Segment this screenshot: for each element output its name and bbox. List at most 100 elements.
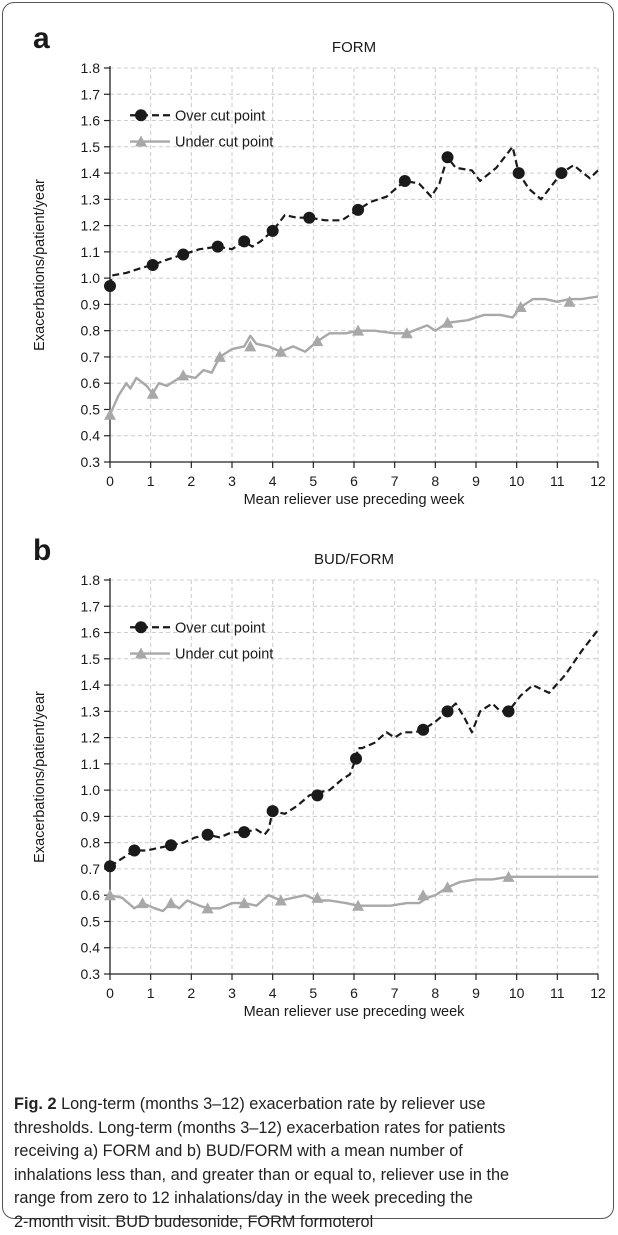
data-point-under (400, 327, 413, 339)
data-point-over (303, 211, 316, 224)
x-tick-label: 11 (550, 985, 565, 1001)
data-point-under (417, 889, 430, 901)
x-tick-label: 1 (147, 473, 155, 489)
data-point-under (104, 889, 116, 901)
y-tick-label: 1.4 (81, 677, 101, 693)
y-tick-label: 1.2 (81, 730, 101, 746)
data-point-over (211, 240, 224, 253)
y-tick-label: 1.8 (81, 572, 101, 588)
grid (109, 67, 599, 463)
y-tick-label: 1.4 (81, 165, 101, 181)
data-point-under (177, 369, 190, 381)
x-tick-label: 7 (391, 985, 399, 1001)
data-point-over (352, 203, 365, 216)
legend-marker-over (135, 109, 147, 122)
figure-caption: Fig. 2 Long-term (months 3–12) exacerbat… (14, 1093, 599, 1235)
x-tick-label: 4 (269, 985, 277, 1001)
x-tick-label: 3 (228, 473, 236, 489)
x-tick-label: 7 (391, 473, 399, 489)
x-tick-label: 8 (431, 473, 439, 489)
data-point-over (104, 860, 116, 873)
data-point-under (213, 350, 226, 362)
y-axis-label: Exacerbations/patient/year (32, 691, 48, 863)
data-point-under (274, 894, 287, 906)
y-tick-label: 0.9 (81, 808, 101, 824)
y-tick-label: 0.8 (81, 835, 101, 851)
chart-form: FORM 0.3 0.4 0.5 0.6 0.7 0.8 0.9 1.0 1.1 1.2 1.3 1.4… (32, 39, 606, 508)
caption-line-4: inhalations less than, and greater than … (14, 1165, 510, 1184)
data-point-over (165, 839, 177, 852)
y-tick-label: 1.3 (81, 191, 101, 207)
y-tick-label: 1.6 (81, 113, 101, 129)
data-point-over (398, 174, 411, 187)
x-tick-label: 2 (187, 985, 195, 1001)
data-point-under (441, 316, 454, 328)
series-line-under-cut-point (108, 295, 599, 416)
y-tick-label: 1.5 (81, 139, 101, 155)
y-tick-label: 0.5 (81, 401, 101, 417)
data-point-under (201, 902, 214, 914)
y-tick-label: 1.6 (81, 625, 101, 641)
data-point-under (563, 295, 576, 307)
x-tick-label: 12 (590, 985, 606, 1001)
data-point-under (352, 899, 365, 911)
data-point-over (201, 828, 214, 841)
chart-title: BUD/FORM (314, 551, 394, 568)
x-tick-label: 1 (147, 985, 155, 1001)
x-tick-label: 5 (309, 473, 317, 489)
data-point-under (502, 870, 515, 882)
caption-line-5: range from zero to 12 inhalations/day in… (14, 1189, 473, 1208)
data-point-over (238, 235, 251, 248)
data-point-under (514, 301, 527, 313)
caption-fig-label: Fig. 2 (14, 1095, 57, 1113)
data-point-over (177, 248, 190, 261)
data-point-under (104, 408, 116, 420)
y-tick-label: 0.3 (81, 966, 101, 982)
data-point-over (502, 705, 515, 718)
data-point-under (441, 881, 454, 893)
y-tick-label: 0.3 (81, 454, 101, 470)
data-point-over (311, 789, 324, 802)
y-tick-label: 1.8 (81, 60, 101, 76)
data-point-under (311, 891, 324, 903)
legend-marker-over (135, 621, 147, 634)
data-point-under (311, 335, 324, 347)
figure-frame (2, 2, 614, 1219)
x-tick-label: 6 (350, 985, 358, 1001)
y-tick-label: 0.7 (81, 861, 101, 877)
caption-line-3: receiving a) FORM and b) BUD/FORM with a… (14, 1142, 463, 1161)
x-tick-label: 10 (509, 985, 525, 1001)
caption-text-1: Long-term (months 3–12) exacerbation rat… (61, 1095, 486, 1113)
x-tick-label: 0 (106, 985, 114, 1001)
data-point-over (128, 844, 141, 857)
data-point-over (266, 224, 279, 237)
data-point-over (146, 259, 159, 271)
y-tick-label: 1.7 (81, 598, 101, 614)
data-point-under (238, 897, 251, 909)
x-tick-label: 5 (309, 985, 317, 1001)
y-tick-label: 0.4 (81, 428, 101, 444)
legend-label-under: Under cut point (175, 135, 273, 151)
data-point-under (136, 897, 149, 909)
y-tick-label: 0.8 (81, 323, 101, 339)
y-axis-label: Exacerbations/patient/year (32, 179, 48, 351)
data-point-over (417, 723, 430, 736)
y-tick-label: 0.9 (81, 296, 101, 312)
x-tick-label: 6 (350, 473, 358, 489)
x-tick-label: 2 (187, 473, 195, 489)
y-tick-label: 1.1 (81, 244, 101, 260)
legend: Over cut point Under cut point (130, 108, 273, 151)
data-point-under (165, 897, 177, 909)
data-point-under (274, 345, 287, 357)
x-axis-label: Mean reliever use preceding week (244, 492, 466, 508)
x-tick-label: 8 (431, 985, 439, 1001)
x-tick-label: 10 (509, 473, 525, 489)
y-tick-label: 0.4 (81, 940, 101, 956)
x-tick-label: 9 (472, 985, 480, 1001)
legend: Over cut point Under cut point (130, 620, 273, 663)
y-tick-label: 1.7 (81, 86, 101, 102)
data-point-under (244, 340, 257, 352)
data-point-over (104, 280, 116, 293)
legend-marker-under (135, 647, 147, 659)
legend-label-over: Over cut point (175, 620, 265, 636)
